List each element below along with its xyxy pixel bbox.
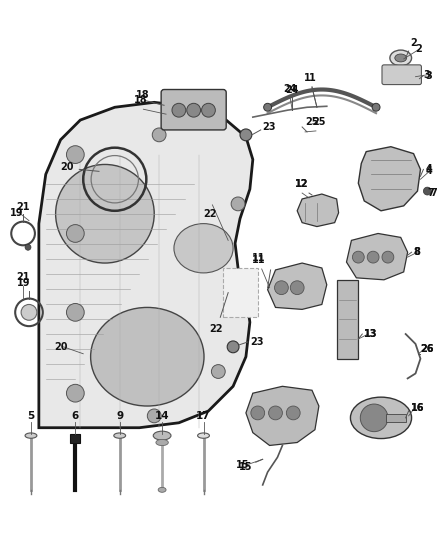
Text: 12: 12: [295, 179, 309, 189]
Ellipse shape: [153, 431, 171, 440]
Ellipse shape: [114, 433, 126, 438]
Polygon shape: [297, 194, 339, 227]
Text: 20: 20: [54, 342, 67, 352]
Circle shape: [367, 251, 379, 263]
Circle shape: [147, 409, 161, 423]
Circle shape: [268, 406, 283, 420]
Text: 7: 7: [430, 188, 437, 198]
Circle shape: [231, 197, 245, 211]
Circle shape: [372, 103, 380, 111]
Text: 19: 19: [18, 278, 31, 288]
Text: 2: 2: [410, 38, 417, 48]
Text: 1: 1: [309, 72, 315, 83]
Text: 2: 2: [416, 44, 422, 54]
Circle shape: [187, 103, 201, 117]
Text: 23: 23: [263, 122, 276, 132]
Circle shape: [67, 303, 84, 321]
Ellipse shape: [395, 54, 406, 62]
Text: 23: 23: [250, 337, 263, 347]
Ellipse shape: [158, 487, 166, 492]
Circle shape: [172, 103, 186, 117]
Circle shape: [264, 103, 272, 111]
Text: 11: 11: [252, 255, 265, 265]
Polygon shape: [268, 263, 327, 309]
Text: 8: 8: [413, 247, 420, 257]
Polygon shape: [246, 386, 319, 446]
Ellipse shape: [25, 433, 37, 438]
Ellipse shape: [156, 439, 168, 446]
FancyBboxPatch shape: [382, 65, 421, 85]
Circle shape: [360, 404, 388, 432]
Text: 22: 22: [210, 324, 223, 334]
Bar: [223, 268, 258, 317]
Polygon shape: [39, 102, 253, 427]
Text: 4: 4: [425, 164, 432, 174]
Text: 21: 21: [16, 272, 30, 282]
Ellipse shape: [198, 433, 209, 438]
Bar: [71, 434, 80, 443]
Text: 12: 12: [295, 179, 309, 189]
Text: 21: 21: [16, 202, 30, 212]
Circle shape: [67, 384, 84, 402]
Text: 1: 1: [304, 72, 311, 83]
Circle shape: [227, 341, 239, 353]
Circle shape: [290, 281, 304, 295]
Ellipse shape: [174, 224, 233, 273]
Circle shape: [240, 129, 252, 141]
Text: 3: 3: [425, 71, 432, 80]
Circle shape: [231, 286, 245, 300]
Circle shape: [67, 224, 84, 243]
Text: 6: 6: [72, 411, 79, 421]
Text: 16: 16: [410, 403, 424, 413]
Text: 3: 3: [424, 70, 430, 80]
Polygon shape: [358, 147, 420, 211]
Text: 26: 26: [420, 344, 434, 354]
Text: 4: 4: [425, 166, 432, 176]
Text: 15: 15: [239, 462, 253, 472]
Ellipse shape: [91, 308, 204, 406]
FancyBboxPatch shape: [161, 90, 226, 130]
Text: 14: 14: [155, 411, 170, 421]
Bar: [386, 414, 406, 422]
Text: 22: 22: [203, 209, 216, 219]
Circle shape: [21, 304, 37, 320]
Circle shape: [152, 128, 166, 142]
Circle shape: [56, 165, 154, 263]
Text: 18: 18: [134, 95, 147, 106]
Text: 11: 11: [252, 253, 265, 263]
Circle shape: [286, 406, 300, 420]
Text: 26: 26: [420, 344, 434, 354]
Text: 9: 9: [116, 411, 123, 421]
Text: 25: 25: [305, 117, 319, 127]
Bar: [337, 280, 358, 359]
Circle shape: [382, 251, 394, 263]
Ellipse shape: [390, 50, 412, 66]
Text: 20: 20: [61, 163, 74, 172]
Circle shape: [353, 251, 364, 263]
Text: 19: 19: [10, 208, 23, 218]
Text: 5: 5: [27, 411, 35, 421]
Text: 15: 15: [237, 460, 250, 470]
Ellipse shape: [350, 397, 412, 439]
Circle shape: [251, 406, 265, 420]
Text: 16: 16: [410, 403, 424, 413]
Text: 8: 8: [413, 247, 420, 257]
Circle shape: [212, 365, 225, 378]
Circle shape: [424, 187, 431, 195]
Circle shape: [275, 281, 288, 295]
Text: 13: 13: [364, 329, 378, 339]
Text: 17: 17: [196, 411, 211, 421]
Text: 7: 7: [427, 188, 434, 198]
Text: 18: 18: [136, 91, 149, 100]
Polygon shape: [346, 233, 408, 280]
Text: 25: 25: [312, 117, 325, 127]
Circle shape: [25, 244, 31, 250]
Circle shape: [201, 103, 215, 117]
Text: 24: 24: [286, 85, 299, 95]
Text: 13: 13: [364, 329, 378, 339]
Text: 24: 24: [283, 84, 297, 94]
Circle shape: [67, 146, 84, 164]
